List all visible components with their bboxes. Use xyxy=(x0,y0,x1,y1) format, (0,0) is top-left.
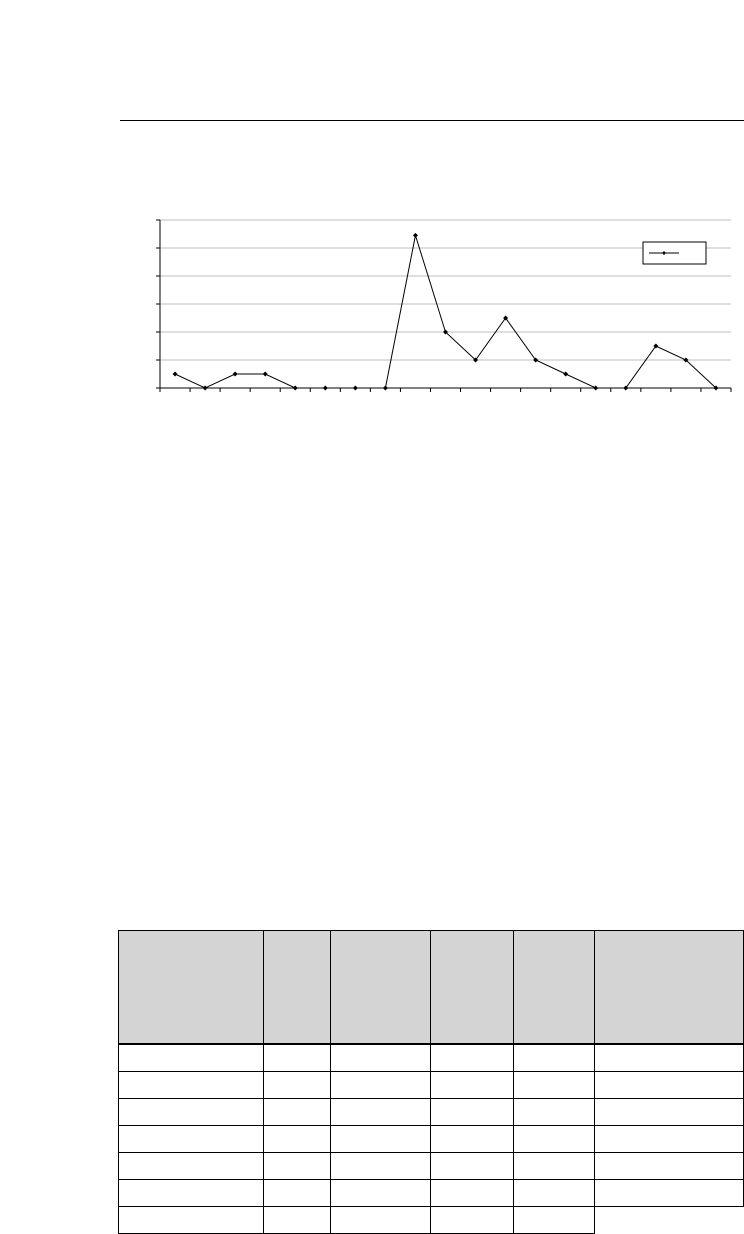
data-point xyxy=(322,385,328,391)
table-row xyxy=(118,1125,744,1153)
table-header-cell xyxy=(329,930,432,1045)
table-cell xyxy=(118,1179,264,1207)
data-table xyxy=(118,930,744,1234)
table-cell xyxy=(513,1043,596,1072)
table-row xyxy=(118,1098,744,1126)
table-cell xyxy=(594,1125,744,1153)
data-point xyxy=(593,385,599,391)
line-chart xyxy=(0,0,744,420)
table-cell xyxy=(118,1071,264,1099)
table-cell xyxy=(430,1071,515,1099)
table-cell xyxy=(262,1152,331,1180)
table-cell xyxy=(118,1043,264,1072)
table-cell xyxy=(513,1071,596,1099)
data-point xyxy=(653,343,659,349)
table-cell xyxy=(513,1206,596,1234)
data-point xyxy=(262,371,268,377)
table-cell xyxy=(329,1071,432,1099)
data-point xyxy=(443,329,448,335)
data-point xyxy=(382,385,388,391)
table-cell xyxy=(594,1098,744,1126)
table-cell xyxy=(513,1098,596,1126)
data-point xyxy=(623,385,629,391)
table-cell xyxy=(594,1152,744,1180)
table-cell xyxy=(118,1125,264,1153)
chart-svg xyxy=(156,219,732,392)
table-row xyxy=(118,1043,744,1072)
table-cell xyxy=(262,1206,331,1234)
table-header-cell xyxy=(262,930,331,1045)
table-cell xyxy=(118,1098,264,1126)
table-cell xyxy=(513,1152,596,1180)
table-cell xyxy=(118,1206,264,1234)
data-point xyxy=(713,385,719,391)
table-header-cell xyxy=(118,930,264,1045)
table-row xyxy=(118,1206,744,1234)
table-cell xyxy=(513,1125,596,1153)
data-point xyxy=(292,385,298,391)
table-cell xyxy=(594,1179,744,1207)
data-point xyxy=(412,232,418,238)
data-point xyxy=(533,357,539,363)
table-cell xyxy=(513,1179,596,1207)
data-point xyxy=(683,357,689,363)
table-cell xyxy=(329,1043,432,1072)
table-row xyxy=(118,1071,744,1099)
table-header-cell xyxy=(430,930,515,1045)
table-header-row xyxy=(118,930,744,1045)
table-cell xyxy=(430,1152,515,1180)
legend-marker xyxy=(662,251,666,255)
table-cell xyxy=(430,1098,515,1126)
table-cell xyxy=(430,1125,515,1153)
table-cell xyxy=(594,1071,744,1099)
table-row xyxy=(118,1152,744,1180)
table-cell xyxy=(430,1179,515,1207)
table-cell xyxy=(329,1179,432,1207)
table-row xyxy=(118,1179,744,1207)
table-cell xyxy=(262,1125,331,1153)
table-header-cell xyxy=(513,930,596,1045)
table-cell xyxy=(118,1152,264,1180)
data-point xyxy=(503,315,509,321)
table-cell xyxy=(329,1206,432,1234)
table-cell xyxy=(262,1071,331,1099)
series-line xyxy=(174,235,717,389)
data-point xyxy=(172,371,178,377)
table-cell xyxy=(594,1043,744,1072)
data-point xyxy=(473,357,479,363)
table-empty-cell xyxy=(594,1206,744,1234)
table-cell xyxy=(329,1152,432,1180)
header-rule xyxy=(120,120,744,121)
table-cell xyxy=(329,1125,432,1153)
table-cell xyxy=(262,1179,331,1207)
data-point xyxy=(202,385,208,391)
table-header-cell xyxy=(594,930,744,1045)
data-point xyxy=(563,371,569,377)
table-cell xyxy=(262,1043,331,1072)
table-cell xyxy=(262,1098,331,1126)
data-point xyxy=(232,371,238,377)
table-cell xyxy=(430,1206,515,1234)
table-cell xyxy=(329,1098,432,1126)
data-point xyxy=(352,385,358,391)
table-cell xyxy=(430,1043,515,1072)
